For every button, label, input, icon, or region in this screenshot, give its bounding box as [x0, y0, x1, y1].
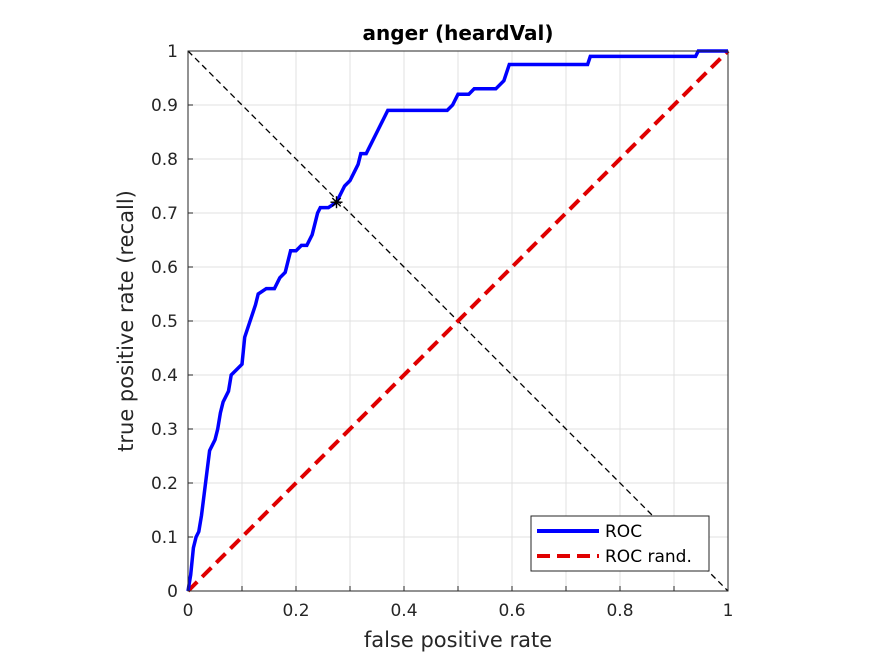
- plot-area: [186, 49, 730, 593]
- y-tick-label: 0.5: [151, 312, 178, 332]
- series-layer: [186, 49, 730, 593]
- y-tick-label: 0.3: [151, 420, 178, 440]
- y-tick-label: 0: [167, 582, 178, 602]
- x-tick-label: 0.8: [606, 601, 633, 621]
- operating-point-marker: [330, 196, 343, 209]
- chart-title: anger (heardVal): [363, 21, 554, 45]
- legend-box: [530, 515, 710, 572]
- marker-stroke: [331, 197, 342, 207]
- grid-lines: [188, 51, 728, 591]
- x-axis-ticks: 0 0.2 0.4 0.6 0.8 1: [183, 586, 734, 621]
- y-tick-label: 0.6: [151, 258, 178, 278]
- x-tick-label: 0.6: [498, 601, 525, 621]
- y-tick-label: 0.2: [151, 474, 178, 494]
- y-tick-label: 0.1: [151, 528, 178, 548]
- x-tick-label: 0: [183, 601, 194, 621]
- y-axis-ticks: 0 0.1 0.2 0.3 0.4 0.5 0.6 0.7 0.8 0.9 1: [151, 42, 193, 602]
- x-axis-label: false positive rate: [364, 628, 552, 652]
- x-tick-label: 0.2: [282, 601, 309, 621]
- y-tick-label: 0.9: [151, 96, 178, 116]
- y-axis-label: true positive rate (recall): [114, 190, 138, 452]
- legend: ROC ROC rand.: [530, 515, 710, 572]
- series-roc-rand-line: [186, 49, 730, 593]
- y-tick-label: 0.8: [151, 150, 178, 170]
- series-roc-line: [186, 49, 728, 592]
- y-tick-label: 1: [167, 42, 178, 62]
- y-tick-label: 0.7: [151, 204, 178, 224]
- x-tick-label: 0.4: [390, 601, 417, 621]
- legend-label-roc: ROC: [605, 522, 642, 542]
- x-tick-label: 1: [723, 601, 734, 621]
- legend-label-roc-rand: ROC rand.: [605, 547, 692, 567]
- y-tick-label: 0.4: [151, 366, 178, 386]
